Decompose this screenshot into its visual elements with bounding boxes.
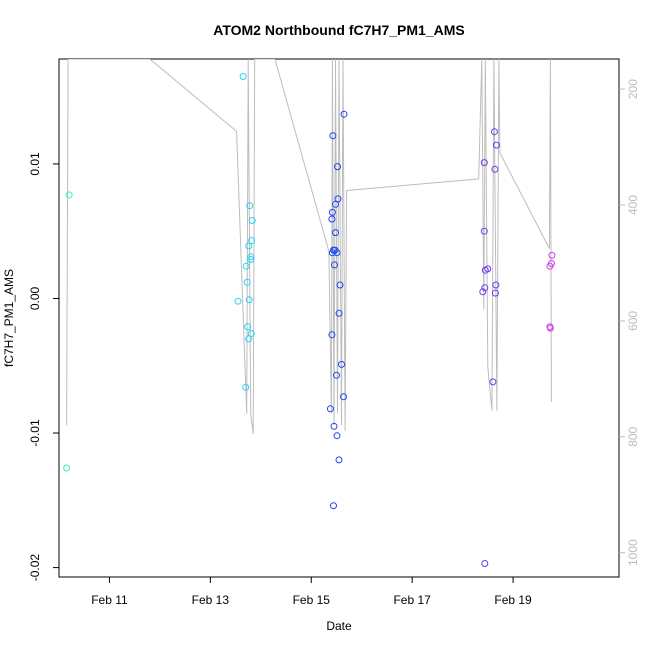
x-tick-label: Feb 13: [192, 593, 230, 607]
y-tick-label: 0.00: [28, 286, 42, 310]
data-point: [328, 249, 336, 257]
data-point: [65, 191, 73, 199]
x-tick-label: Feb 11: [91, 593, 128, 607]
x-tick-label: Feb 17: [393, 593, 431, 607]
data-point: [340, 110, 348, 118]
data-point: [247, 256, 255, 263]
data-point: [491, 165, 499, 173]
data-point: [333, 371, 340, 379]
data-point: [335, 309, 343, 317]
secondary-line-layer: [66, 59, 552, 434]
data-point: [335, 456, 343, 464]
data-point: [340, 393, 347, 401]
data-point: [245, 296, 253, 304]
data-point: [328, 331, 336, 339]
y-tick-label: 0.01: [28, 152, 42, 176]
data-point: [332, 200, 339, 208]
secondary-y-tick-label: 400: [626, 195, 640, 215]
secondary-y-tick-label: 600: [626, 311, 640, 331]
x-tick-label: Feb 19: [494, 593, 532, 607]
data-point: [328, 208, 336, 216]
data-point: [481, 284, 489, 292]
data-point: [242, 383, 250, 391]
data-point: [330, 502, 337, 510]
data-point: [480, 227, 488, 235]
data-point: [243, 278, 251, 286]
y-tick-label: -0.01: [28, 419, 42, 447]
secondary-y-tick-label: 1000: [626, 539, 640, 566]
data-point: [329, 132, 337, 140]
data-point: [328, 215, 336, 223]
y-axis-label: fC7H7_PM1_AMS: [2, 269, 16, 367]
data-point: [332, 229, 339, 237]
data-point: [479, 288, 487, 296]
data-point: [490, 128, 498, 136]
data-point: [333, 249, 341, 257]
data-point: [338, 360, 345, 368]
data-point: [247, 253, 255, 261]
y-axis: 0.01 0.00 -0.01 -0.02: [28, 152, 59, 581]
secondary-y-tick-label: 800: [626, 426, 640, 446]
data-point: [492, 141, 500, 149]
data-point: [331, 261, 338, 269]
y-tick-label: -0.02: [28, 554, 42, 582]
points-layer: [63, 73, 556, 567]
chart-title: ATOM2 Northbound fC7H7_PM1_AMS: [213, 22, 465, 38]
data-point: [245, 335, 253, 343]
secondary-y-tick-label: 200: [626, 79, 640, 99]
data-point: [481, 266, 489, 274]
data-point: [489, 378, 497, 386]
data-point: [248, 237, 256, 245]
data-point: [326, 405, 334, 413]
data-point: [245, 242, 253, 250]
x-axis-label: Date: [326, 619, 352, 633]
secondary-y-axis: 200 400 600 800 1000: [619, 79, 640, 566]
data-point: [246, 202, 254, 210]
data-point: [336, 281, 344, 289]
data-point: [546, 324, 554, 332]
data-point: [480, 159, 488, 167]
data-point: [248, 217, 256, 224]
data-point: [492, 281, 500, 289]
data-point: [481, 560, 489, 567]
data-point: [242, 262, 250, 270]
data-point: [548, 251, 556, 259]
data-point: [244, 323, 252, 331]
data-point: [63, 464, 71, 472]
data-point: [239, 73, 247, 80]
data-point: [234, 297, 242, 305]
x-tick-label: Feb 15: [293, 593, 331, 607]
data-point: [546, 262, 554, 270]
x-axis: Feb 11 Feb 13 Feb 15 Feb 17 Feb 19: [91, 577, 532, 607]
data-point: [333, 432, 341, 440]
data-point: [330, 422, 338, 430]
data-point: [491, 289, 499, 297]
data-point: [334, 163, 341, 171]
secondary-series-line: [66, 59, 552, 434]
